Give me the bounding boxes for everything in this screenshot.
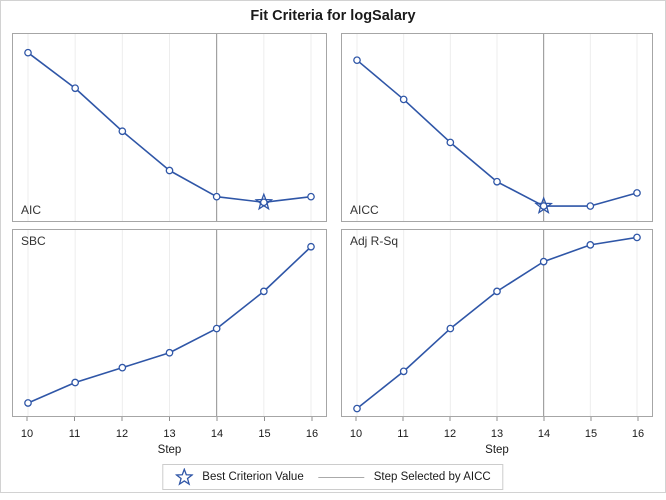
panel-sbc: SBC (12, 229, 327, 417)
chart-title: Fit Criteria for logSalary (250, 8, 416, 24)
svg-text:13: 13 (491, 428, 503, 440)
svg-text:10: 10 (21, 428, 33, 440)
svg-text:14: 14 (538, 428, 550, 440)
x-axis-right: 10 11 12 13 14 15 16 (350, 417, 644, 440)
panel-label-aic: AIC (21, 203, 42, 217)
svg-text:16: 16 (632, 428, 644, 440)
aic-plot (24, 34, 315, 221)
svg-text:13: 13 (163, 428, 175, 440)
sbc-plot (24, 230, 315, 416)
svg-text:15: 15 (258, 428, 270, 440)
panel-adj-r-sq: Adj R-Sq (341, 229, 653, 417)
x-axis-left: 10 11 12 13 14 15 16 (21, 417, 318, 440)
panel-label-sbc: SBC (21, 234, 46, 248)
panel-aic: AIC (12, 33, 327, 222)
legend: Best Criterion Value Step Selected by AI… (162, 464, 504, 490)
svg-text:15: 15 (585, 428, 597, 440)
x-axis-title-left: Step (157, 444, 182, 456)
svg-text:12: 12 (116, 428, 128, 440)
ref-line-icon (318, 476, 365, 478)
panel-label-adj-r-sq: Adj R-Sq (350, 234, 399, 248)
panel-label-aicc: AICC (350, 203, 379, 217)
star-icon (175, 468, 194, 486)
legend-label-step-selected: Step Selected by AICC (373, 471, 491, 483)
svg-text:12: 12 (444, 428, 456, 440)
svg-text:10: 10 (350, 428, 362, 440)
x-axis-title-right: Step (485, 444, 509, 456)
svg-text:11: 11 (69, 428, 80, 440)
panel-aicc: AICC (341, 33, 653, 222)
aicc-plot (353, 34, 641, 221)
legend-label-best-criterion: Best Criterion Value (202, 471, 304, 483)
svg-text:16: 16 (306, 428, 318, 440)
adj-r-sq-plot (353, 230, 641, 416)
svg-text:14: 14 (211, 428, 223, 440)
svg-text:11: 11 (397, 428, 408, 440)
